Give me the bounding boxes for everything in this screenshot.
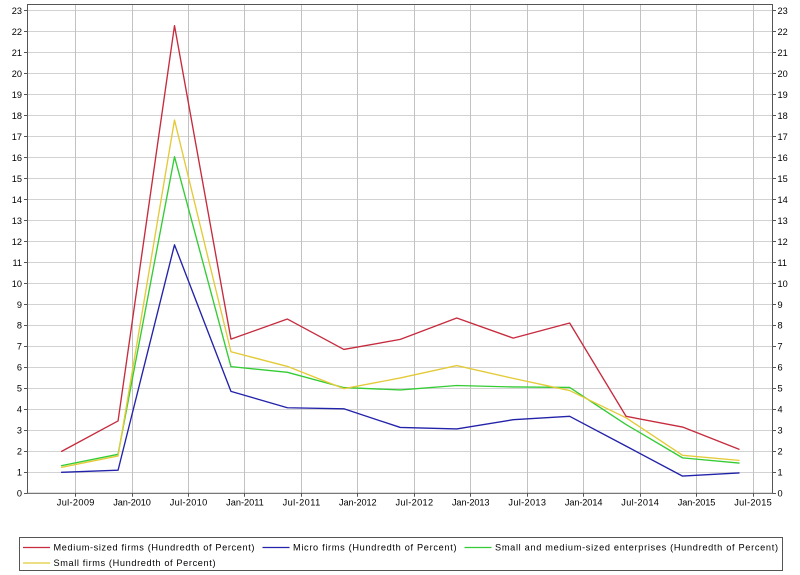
svg-text:20: 20 bbox=[778, 69, 788, 79]
svg-text:6: 6 bbox=[778, 363, 783, 373]
svg-text:7: 7 bbox=[17, 342, 22, 352]
svg-text:12: 12 bbox=[778, 237, 788, 247]
svg-text:8: 8 bbox=[17, 321, 22, 331]
svg-text:Jan-2013: Jan-2013 bbox=[452, 498, 490, 508]
svg-text:Jul-2015: Jul-2015 bbox=[734, 498, 772, 508]
svg-text:10: 10 bbox=[778, 279, 788, 289]
svg-text:Jul-2013: Jul-2013 bbox=[508, 498, 546, 508]
svg-text:16: 16 bbox=[778, 153, 788, 163]
svg-text:21: 21 bbox=[778, 48, 788, 58]
svg-text:Jul-2012: Jul-2012 bbox=[396, 498, 434, 508]
svg-text:Jan-2012: Jan-2012 bbox=[339, 498, 377, 508]
svg-text:Jul-2011: Jul-2011 bbox=[283, 498, 321, 508]
svg-text:0: 0 bbox=[17, 489, 22, 499]
svg-text:3: 3 bbox=[778, 426, 783, 436]
svg-text:9: 9 bbox=[17, 300, 22, 310]
svg-text:3: 3 bbox=[17, 426, 22, 436]
svg-text:5: 5 bbox=[778, 384, 783, 394]
svg-text:22: 22 bbox=[12, 27, 22, 37]
svg-text:11: 11 bbox=[778, 258, 788, 268]
svg-text:23: 23 bbox=[12, 6, 22, 16]
svg-text:Jan-2014: Jan-2014 bbox=[565, 498, 603, 508]
svg-text:18: 18 bbox=[778, 111, 788, 121]
svg-text:15: 15 bbox=[12, 174, 22, 184]
svg-text:9: 9 bbox=[778, 300, 783, 310]
svg-text:1: 1 bbox=[778, 468, 783, 478]
svg-text:17: 17 bbox=[12, 132, 22, 142]
svg-text:Medium-sized firms (Hundredth: Medium-sized firms (Hundredth of Percent… bbox=[54, 543, 255, 553]
svg-text:2: 2 bbox=[778, 447, 783, 457]
svg-text:22: 22 bbox=[778, 27, 788, 37]
svg-text:18: 18 bbox=[12, 111, 22, 121]
svg-text:5: 5 bbox=[17, 384, 22, 394]
svg-text:4: 4 bbox=[778, 405, 783, 415]
svg-text:0: 0 bbox=[778, 489, 783, 499]
svg-text:Jul-2014: Jul-2014 bbox=[621, 498, 659, 508]
svg-text:Jan-2015: Jan-2015 bbox=[678, 498, 716, 508]
svg-text:4: 4 bbox=[17, 405, 22, 415]
svg-text:14: 14 bbox=[12, 195, 22, 205]
svg-text:20: 20 bbox=[12, 69, 22, 79]
svg-text:8: 8 bbox=[778, 321, 783, 331]
svg-text:1: 1 bbox=[17, 468, 22, 478]
svg-text:17: 17 bbox=[778, 132, 788, 142]
svg-text:19: 19 bbox=[12, 90, 22, 100]
svg-text:2: 2 bbox=[17, 447, 22, 457]
svg-text:16: 16 bbox=[12, 153, 22, 163]
svg-text:Small firms (Hundredth of Perc: Small firms (Hundredth of Percent) bbox=[54, 558, 216, 568]
svg-text:Jul-2009: Jul-2009 bbox=[57, 498, 95, 508]
svg-text:21: 21 bbox=[12, 48, 22, 58]
svg-text:13: 13 bbox=[778, 216, 788, 226]
svg-text:15: 15 bbox=[778, 174, 788, 184]
svg-text:Jan-2011: Jan-2011 bbox=[226, 498, 264, 508]
svg-text:14: 14 bbox=[778, 195, 788, 205]
svg-text:6: 6 bbox=[17, 363, 22, 373]
svg-text:13: 13 bbox=[12, 216, 22, 226]
svg-text:19: 19 bbox=[778, 90, 788, 100]
svg-text:Jul-2010: Jul-2010 bbox=[170, 498, 208, 508]
svg-text:10: 10 bbox=[12, 279, 22, 289]
svg-text:12: 12 bbox=[12, 237, 22, 247]
svg-text:Small and medium-sized enterpr: Small and medium-sized enterprises (Hund… bbox=[495, 543, 778, 553]
svg-text:Jan-2010: Jan-2010 bbox=[113, 498, 151, 508]
svg-text:Micro firms (Hundredth of Perc: Micro firms (Hundredth of Percent) bbox=[293, 543, 457, 553]
svg-text:7: 7 bbox=[778, 342, 783, 352]
svg-text:11: 11 bbox=[12, 258, 22, 268]
svg-text:23: 23 bbox=[778, 6, 788, 16]
